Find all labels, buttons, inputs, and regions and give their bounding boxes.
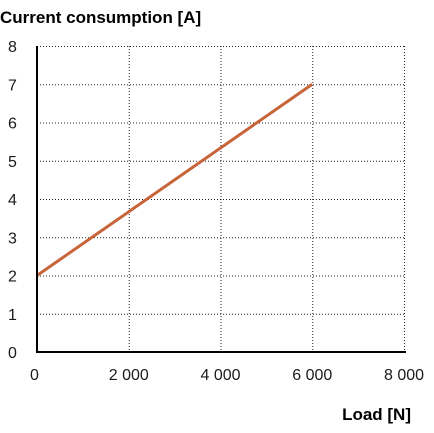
- grid: [37, 46, 405, 352]
- x-tick-labels: 0 2 000 4 000 6 000 8 000: [30, 367, 424, 384]
- y-tick-label: 6: [8, 116, 17, 133]
- x-tick-label: 8 000: [384, 367, 424, 384]
- series-line: [36, 83, 314, 277]
- y-tick-label: 4: [8, 192, 17, 209]
- x-axis-title: Load [N]: [342, 405, 411, 424]
- y-tick-label: 8: [8, 39, 17, 56]
- y-tick-label: 7: [8, 77, 17, 94]
- y-axis-title: Current consumption [A]: [0, 8, 201, 27]
- y-tick-label: 2: [8, 269, 17, 286]
- y-tick-label: 5: [8, 154, 17, 171]
- y-tick-label: 0: [8, 345, 17, 362]
- y-tick-label: 3: [8, 230, 17, 247]
- x-tick-label: 0: [30, 367, 39, 384]
- y-tick-label: 1: [8, 307, 17, 324]
- x-tick-label: 6 000: [292, 367, 332, 384]
- y-tick-labels: 0 1 2 3 4 5 6 7 8: [8, 39, 17, 362]
- x-tick-label: 4 000: [200, 367, 240, 384]
- x-tick-label: 2 000: [109, 367, 149, 384]
- series-layer: [36, 83, 314, 277]
